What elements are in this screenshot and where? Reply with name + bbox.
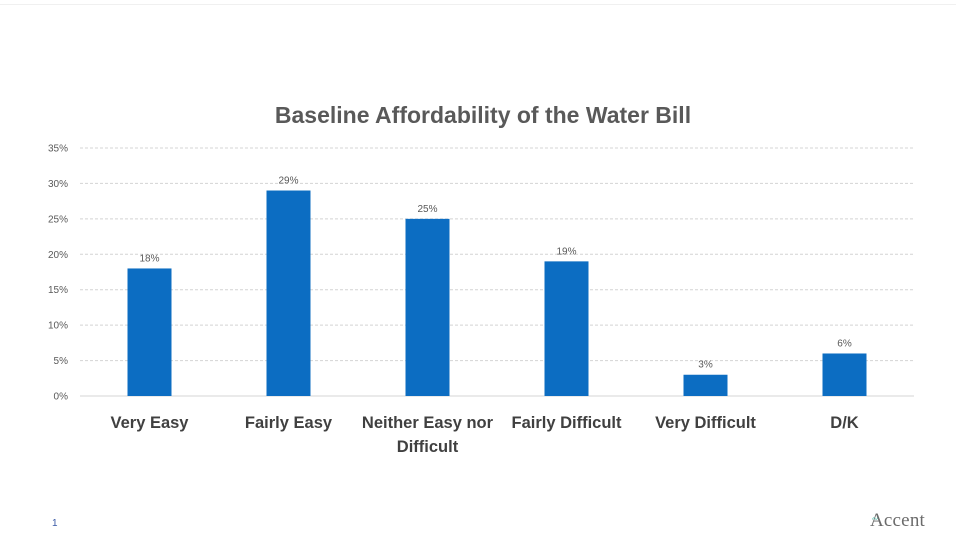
bar [405,218,450,396]
category-label-line: Neither Easy nor [362,414,494,432]
category-label-line: Difficult [397,438,459,456]
y-tick-label: 25% [48,214,68,225]
page-number: 1 [52,518,58,529]
logo-mark-icon: ~ [872,513,879,525]
bar [544,261,589,396]
bar [266,190,311,396]
category-label: D/K [830,414,859,432]
y-tick-label: 30% [48,179,68,190]
category-label-line: Very Easy [111,414,190,432]
data-label: 6% [837,338,852,349]
y-tick-label: 10% [48,321,68,332]
y-tick-label: 5% [54,356,69,367]
category-label-line: Fairly Difficult [511,414,622,432]
bar [683,374,728,396]
category-label: Neither Easy nor Difficult [362,414,494,456]
category-label: Very Difficult [655,414,756,432]
category-label-line: Very Difficult [655,414,756,432]
category-label: Very Easy [111,414,190,432]
category-label-line: Fairly Easy [245,414,333,432]
chart-title: Baseline Affordability of the Water Bill [274,102,692,128]
y-tick-label: 0% [54,392,69,403]
y-tick-label: 20% [48,250,68,261]
accent-logo: ~ Accent [870,510,925,532]
y-tick-label: 15% [48,285,68,296]
data-label: 29% [278,176,298,187]
bar [822,353,867,396]
data-label: 18% [139,253,159,264]
logo-text: Accent [870,510,925,531]
top-divider [0,4,956,5]
y-tick-label: 35% [48,144,68,155]
category-label: Fairly Easy [245,414,333,432]
data-label: 25% [417,204,437,215]
category-label-line: D/K [830,414,859,432]
bar [127,268,172,396]
category-label: Fairly Difficult [511,414,622,432]
data-label: 3% [698,360,713,371]
data-label: 19% [556,246,576,257]
